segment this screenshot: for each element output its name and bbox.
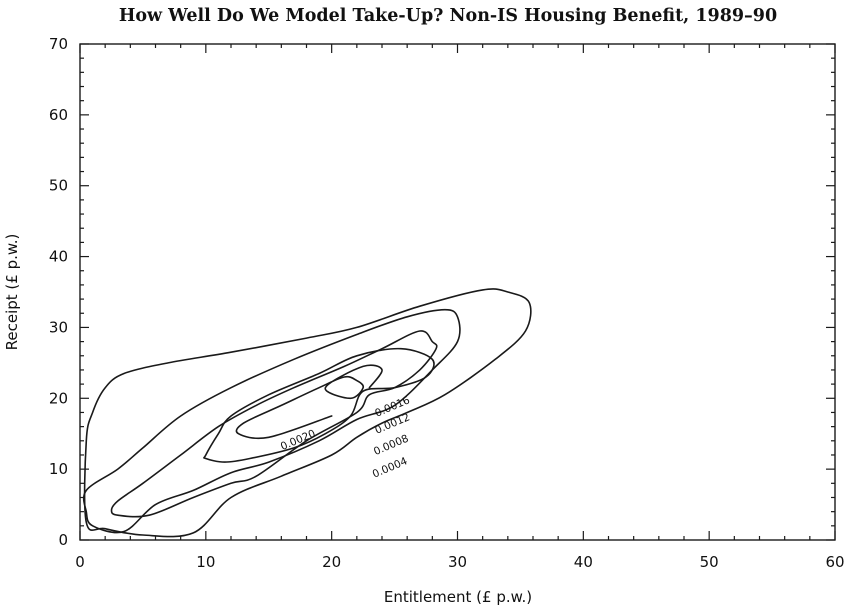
y-tick-label: 20 <box>49 389 68 407</box>
contour-lines <box>82 288 532 538</box>
contour-line-0-0016 <box>203 347 435 463</box>
y-tick-label: 60 <box>49 106 68 124</box>
contour-label: 0.0020 <box>279 428 318 453</box>
x-axis-tick-labels: 0 10 20 30 40 50 60 <box>75 553 844 571</box>
chart-title: How Well Do We Model Take-Up? Non-IS Hou… <box>119 6 777 26</box>
x-tick-label: 0 <box>75 553 85 571</box>
y-tick-label: 40 <box>49 248 68 266</box>
y-tick-label: 70 <box>49 35 68 53</box>
y-axis-label: Receipt (£ p.w.) <box>3 234 21 351</box>
x-tick-label: 20 <box>322 553 341 571</box>
y-tick-label: 50 <box>49 177 68 195</box>
contour-line-0-0004 <box>83 288 532 538</box>
x-tick-label: 40 <box>574 553 593 571</box>
axis-ticks <box>79 43 836 541</box>
x-tick-label: 30 <box>448 553 467 571</box>
y-tick-label: 30 <box>49 318 68 336</box>
plot-frame <box>79 43 836 541</box>
y-axis-tick-labels: 0 10 20 30 40 50 60 70 <box>49 35 68 549</box>
y-tick-label: 0 <box>58 531 68 549</box>
contour-line-0-0020 <box>235 364 383 440</box>
contour-label: 0.0004 <box>371 455 410 481</box>
x-tick-label: 50 <box>700 553 719 571</box>
x-tick-label: 60 <box>825 553 844 571</box>
x-axis-label: Entitlement (£ p.w.) <box>384 588 532 606</box>
contour-line-0-0012 <box>110 330 438 518</box>
x-tick-label: 10 <box>196 553 215 571</box>
y-tick-label: 10 <box>49 460 68 478</box>
